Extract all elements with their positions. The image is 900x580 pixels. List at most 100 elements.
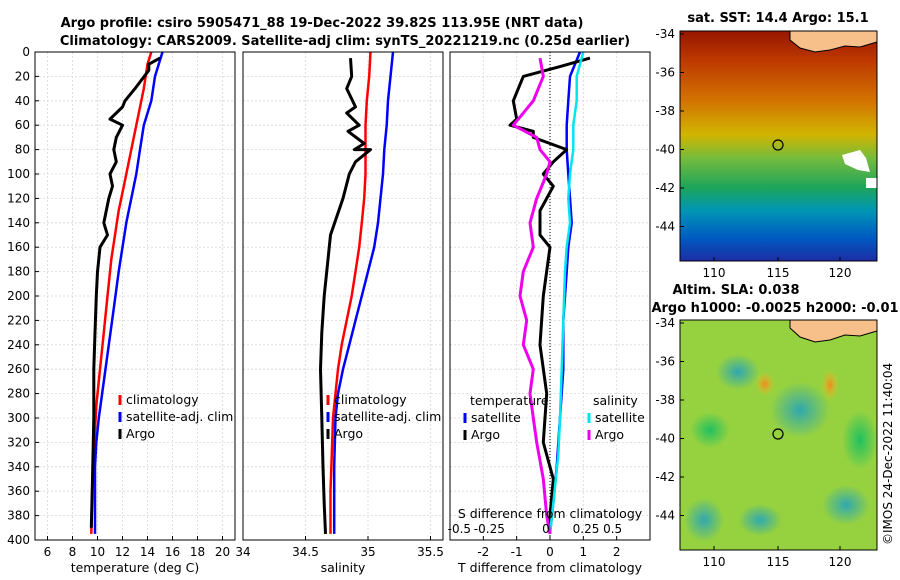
temperature-panel: 6 8 10 12 14 16 18 20 temperature (deg C) 0 20 40 60…: [7, 45, 236, 575]
y-tick-label: 100: [7, 167, 30, 181]
x-tick-label: 0: [546, 545, 554, 559]
legend-label: satellite: [471, 410, 521, 425]
map-x-tick-label: 120: [829, 555, 852, 569]
y-tick-label: 280: [7, 387, 30, 401]
top-x-tick-label: 0.25: [573, 522, 600, 536]
y-tick-label: 380: [7, 509, 30, 523]
x-tick-label: 8: [69, 545, 77, 559]
x-tick-label: 2: [613, 545, 621, 559]
sst-argo-marker: [772, 139, 784, 151]
y-tick-label: 160: [7, 240, 30, 254]
x-tick-label: 35: [360, 545, 375, 559]
series-line-temperature-Argo: [508, 56, 591, 534]
map-x-tick-label: 115: [767, 555, 790, 569]
sla-green-blob: [690, 412, 730, 448]
x-tick-label: 6: [44, 545, 52, 559]
sla-map-title-2: Argo h1000: -0.0025 h2000: -0.01: [651, 301, 898, 316]
map-y-tick-label: -34: [655, 27, 675, 41]
legend-label: Argo: [471, 427, 500, 442]
y-tick-label: 60: [15, 118, 30, 132]
legend-label: satellite-adj. clim: [126, 409, 233, 424]
sla-blob: [738, 504, 782, 536]
y-tick-label: 360: [7, 484, 30, 498]
legend-title-temperature: temperature: [470, 393, 549, 408]
y-tick-label: 260: [7, 362, 30, 376]
legend-title-salinity: salinity: [593, 393, 638, 408]
map-x-tick-label: 110: [703, 266, 726, 280]
sla-blob: [684, 498, 724, 542]
series-line-salinity-satellite: [548, 51, 585, 535]
sla-warm-blob: [821, 369, 839, 401]
x-tick-label: 35.5: [417, 545, 444, 559]
main-title-line1: Argo profile: csiro 5905471_88 19-Dec-20…: [61, 16, 584, 31]
map-x-tick-label: 115: [767, 266, 790, 280]
map-y-tick-label: -44: [655, 220, 675, 234]
x-tick-label: 20: [215, 545, 230, 559]
series-line-satellite-adj-clim: [93, 51, 164, 534]
x-tick-label: 34: [235, 545, 250, 559]
x-tick-label: 16: [165, 545, 180, 559]
y-tick-label: 340: [7, 460, 30, 474]
y-tick-label: 140: [7, 216, 30, 230]
x-tick-label: -2: [477, 545, 489, 559]
series-line-Argo: [89, 56, 161, 528]
series-line-Argo: [319, 58, 372, 534]
sla-map: Altim. SLA: 0.038 Argo h1000: -0.0025 h2…: [651, 283, 898, 569]
map-y-tick-label: -38: [655, 104, 675, 118]
sst-map: sat. SST: 14.4 Argo: 15.1 110 115 120 -34 -3…: [655, 11, 878, 280]
map-y-tick-label: -42: [655, 470, 675, 484]
map-y-tick-label: -34: [655, 316, 675, 330]
sst-map-title: sat. SST: 14.4 Argo: 15.1: [687, 11, 868, 26]
map-y-tick-label: -36: [655, 355, 675, 369]
top-x-tick-label: 0.5: [603, 522, 622, 536]
y-tick-label: 320: [7, 435, 30, 449]
sla-blob: [770, 382, 830, 438]
sst-missing-data-2: [866, 178, 877, 188]
sst-texture: [680, 31, 877, 261]
legend-label: Argo: [595, 427, 624, 442]
map-y-tick-label: -44: [655, 509, 675, 523]
x-tick-label: 10: [90, 545, 105, 559]
top-x-tick-label: 0: [542, 522, 550, 536]
legend-label: satellite: [595, 410, 645, 425]
top-x-tick-label: -0.25: [474, 522, 505, 536]
legend-label: satellite-adj. clim: [334, 409, 441, 424]
legend-label: Argo: [126, 426, 155, 441]
x-axis-label: T difference from climatology: [457, 560, 643, 575]
sst-map-ticks: 110 115 120 -34 -36 -38 -40 -42 -44: [655, 27, 851, 280]
series-line-satellite-adj-clim: [332, 51, 395, 534]
copyright-text: ©IMOS 24-Dec-2022 11:40:04: [881, 363, 895, 545]
y-tick-label: 400: [7, 533, 30, 547]
sla-warm-blob: [755, 372, 775, 396]
axes-frame: [242, 51, 444, 541]
x-tick-label: 12: [115, 545, 130, 559]
x-axis-label: temperature (deg C): [71, 560, 200, 575]
legend-label: climatology: [334, 392, 407, 407]
top-x-axis-label: S difference from climatology: [458, 506, 643, 521]
y-tick-label: 180: [7, 265, 30, 279]
x-tick-label: 18: [190, 545, 205, 559]
sla-map-title-1: Altim. SLA: 0.038: [673, 283, 800, 298]
series-line-climatology: [329, 51, 372, 534]
sla-blob: [716, 354, 760, 390]
x-axis-label: salinity: [321, 560, 366, 575]
series-line-salinity-Argo: [511, 57, 552, 535]
top-x-tick-label: -0.5: [448, 522, 471, 536]
y-tick-label: 220: [7, 313, 30, 327]
map-y-tick-label: -40: [655, 432, 675, 446]
map-y-tick-label: -36: [655, 66, 675, 80]
map-x-tick-label: 120: [829, 266, 852, 280]
map-x-tick-label: 110: [703, 555, 726, 569]
sst-field: [680, 31, 877, 261]
legend-label: climatology: [126, 392, 199, 407]
sla-map-ticks: 110 115 120 -34 -36 -38 -40 -42 -44: [655, 316, 851, 569]
sst-missing-data: [842, 150, 870, 172]
map-y-tick-label: -38: [655, 393, 675, 407]
x-tick-label: 34.5: [292, 545, 319, 559]
sla-green-blob: [842, 410, 878, 470]
sla-blob: [822, 485, 870, 525]
y-tick-label: 20: [15, 69, 30, 83]
salinity-panel: 34 34.5 35 35.5 salinity climatology satellite…: [235, 51, 444, 575]
y-tick-label: 300: [7, 411, 30, 425]
